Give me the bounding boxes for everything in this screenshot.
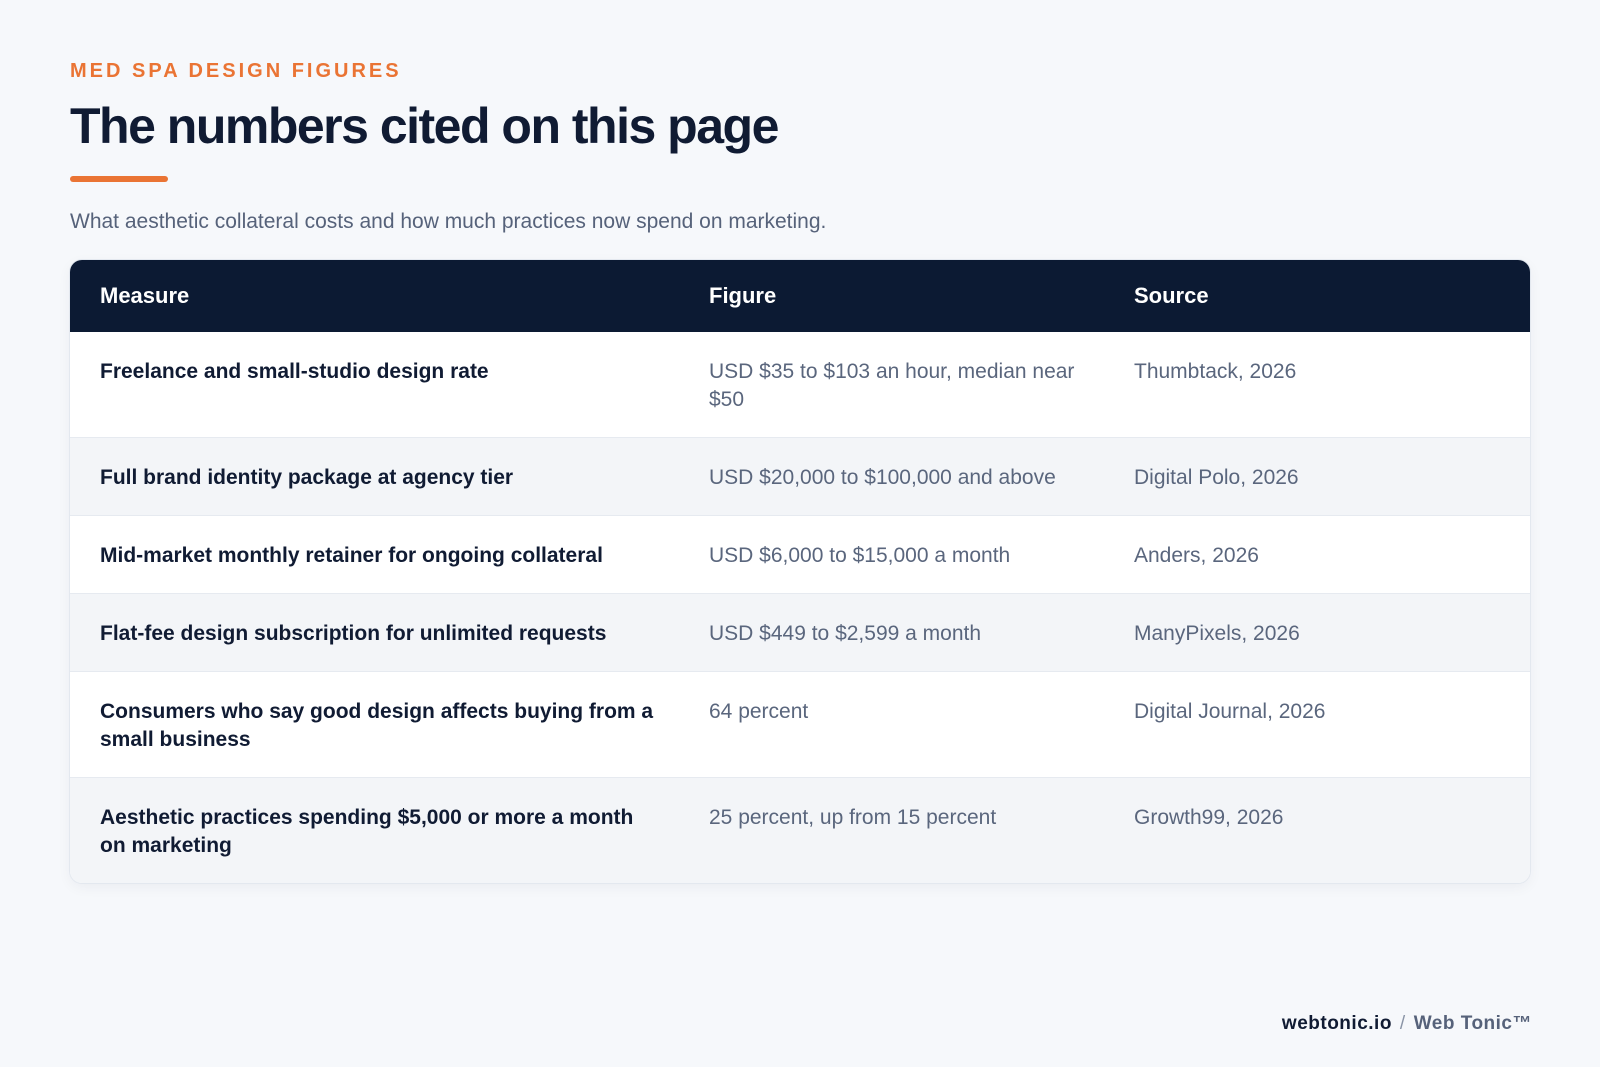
cell-figure: USD $6,000 to $15,000 a month xyxy=(709,544,1011,567)
table-row: Aesthetic practices spending $5,000 or m… xyxy=(70,777,1530,883)
footer-brand: Web Tonic™ xyxy=(1413,1013,1532,1034)
footer-credit: webtonic.io / Web Tonic™ xyxy=(1282,1013,1532,1035)
page-subtitle: What aesthetic collateral costs and how … xyxy=(70,210,827,233)
page-title: The numbers cited on this page xyxy=(70,98,779,154)
table-body: Freelance and small-studio design rate U… xyxy=(70,332,1530,883)
table-row: Mid-market monthly retainer for ongoing … xyxy=(70,515,1530,593)
cell-figure: 25 percent, up from 15 percent xyxy=(709,806,997,829)
cell-measure: Flat-fee design subscription for unlimit… xyxy=(100,622,607,645)
table-row: Freelance and small-studio design rate U… xyxy=(70,332,1530,437)
footer-separator: / xyxy=(1399,1013,1406,1034)
cell-source: Thumbtack, 2026 xyxy=(1134,360,1297,383)
cell-source: Digital Journal, 2026 xyxy=(1134,700,1326,723)
page-content: MED SPA DESIGN FIGURES The numbers cited… xyxy=(70,58,1530,883)
column-header-source: Source xyxy=(1134,283,1209,308)
cell-measure: Consumers who say good design affects bu… xyxy=(100,700,654,751)
cell-measure: Mid-market monthly retainer for ongoing … xyxy=(100,544,603,567)
table-header: Measure Figure Source xyxy=(70,260,1530,332)
column-header-measure: Measure xyxy=(100,283,190,308)
cell-source: Anders, 2026 xyxy=(1134,544,1259,567)
cell-figure: 64 percent xyxy=(709,700,809,723)
cell-figure: USD $35 to $103 an hour, median near $50 xyxy=(709,360,1075,411)
title-accent-bar xyxy=(70,176,168,182)
cell-figure: USD $20,000 to $100,000 and above xyxy=(709,466,1056,489)
eyebrow-label: MED SPA DESIGN FIGURES xyxy=(70,60,402,82)
column-header-figure: Figure xyxy=(709,283,777,308)
figures-table: Measure Figure Source Freelance and smal… xyxy=(70,260,1530,883)
table-row: Consumers who say good design affects bu… xyxy=(70,671,1530,777)
footer-site-link[interactable]: webtonic.io xyxy=(1281,1013,1392,1034)
cell-source: ManyPixels, 2026 xyxy=(1134,622,1300,645)
cell-measure: Aesthetic practices spending $5,000 or m… xyxy=(100,806,634,857)
cell-source: Digital Polo, 2026 xyxy=(1134,466,1299,489)
cell-figure: USD $449 to $2,599 a month xyxy=(709,622,982,645)
table-row: Flat-fee design subscription for unlimit… xyxy=(70,593,1530,671)
cell-source: Growth99, 2026 xyxy=(1134,806,1284,829)
cell-measure: Full brand identity package at agency ti… xyxy=(100,466,514,489)
cell-measure: Freelance and small-studio design rate xyxy=(100,360,489,383)
table-row: Full brand identity package at agency ti… xyxy=(70,437,1530,515)
